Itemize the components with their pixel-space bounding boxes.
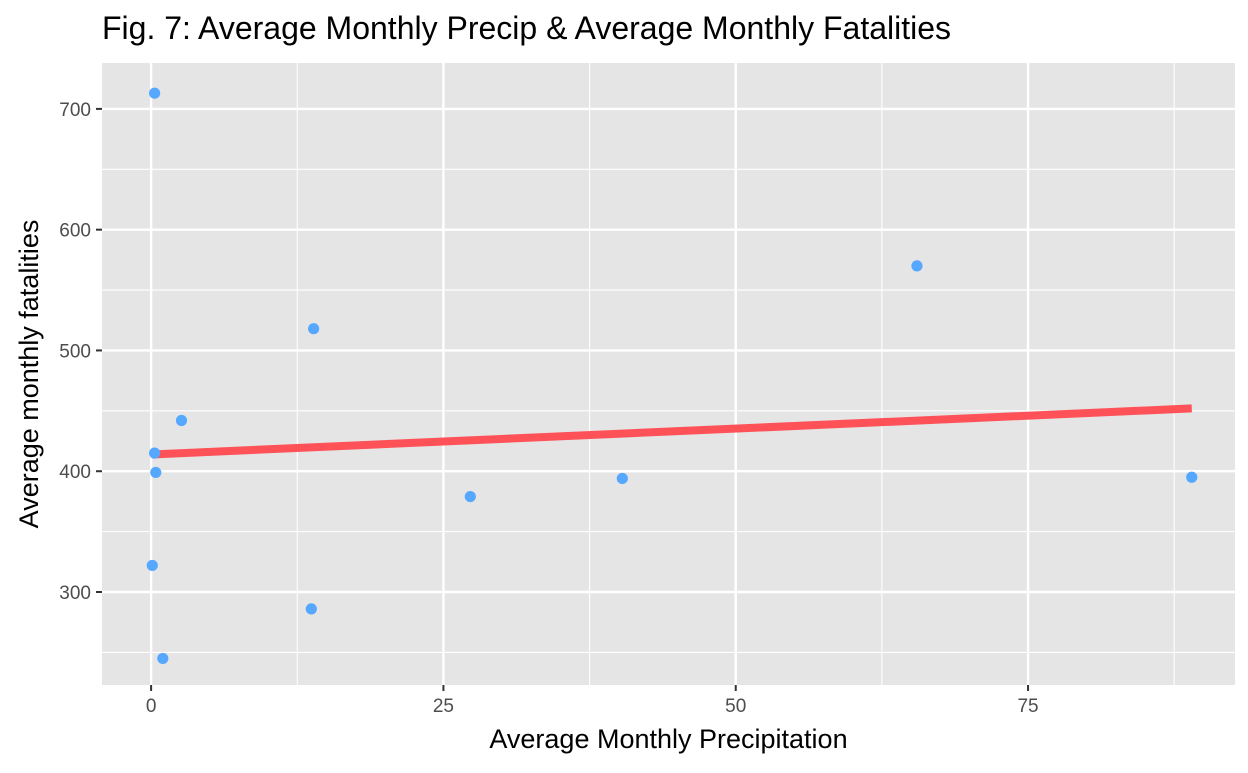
y-tick-label: 700 — [59, 100, 91, 121]
data-point — [157, 652, 169, 665]
trend-line-layer — [154, 404, 1192, 459]
x-axis-title: Average Monthly Precipitation — [489, 724, 847, 754]
data-point — [146, 559, 158, 572]
data-point — [464, 490, 476, 503]
plot-panel — [102, 63, 1235, 685]
x-tick-label: 50 — [725, 696, 746, 717]
data-point — [149, 447, 161, 459]
x-axis-ticks: 0 25 50 75 — [146, 685, 1039, 717]
y-axis-title: Average monthly fatalities — [14, 220, 44, 529]
points-layer — [146, 87, 1198, 665]
data-point — [175, 414, 188, 427]
y-axis-ticks: 300 400 500 600 700 — [59, 100, 102, 604]
major-gridlines — [102, 63, 1235, 685]
data-point — [616, 472, 628, 485]
x-tick-label: 25 — [433, 696, 454, 717]
x-tick-label: 75 — [1017, 696, 1038, 717]
y-tick-label: 600 — [59, 221, 91, 242]
y-tick-label: 400 — [59, 462, 91, 483]
data-point — [1186, 471, 1198, 483]
y-tick-label: 500 — [59, 341, 91, 362]
x-tick-label: 0 — [146, 696, 157, 717]
data-point — [911, 260, 923, 272]
trend-line — [154, 404, 1192, 459]
data-point — [308, 323, 320, 335]
data-point — [305, 603, 317, 615]
data-point — [150, 466, 162, 479]
chart-title: Fig. 7: Average Monthly Precip & Average… — [102, 10, 951, 46]
y-tick-label: 300 — [59, 583, 91, 604]
minor-gridlines — [102, 63, 1235, 685]
data-point — [149, 87, 161, 99]
